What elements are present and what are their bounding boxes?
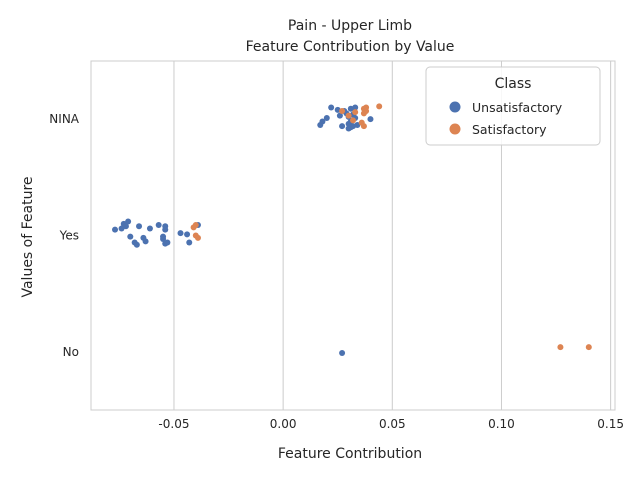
data-point-unsatisfactory bbox=[112, 226, 119, 233]
data-point-unsatisfactory bbox=[339, 123, 346, 130]
x-tick-label: 0.00 bbox=[270, 417, 297, 431]
scatter-points bbox=[112, 103, 592, 356]
data-point-unsatisfactory bbox=[127, 233, 134, 240]
data-point-unsatisfactory bbox=[323, 115, 330, 122]
y-tick-label: No bbox=[63, 345, 79, 359]
data-point-satisfactory bbox=[339, 108, 346, 115]
data-point-unsatisfactory bbox=[345, 125, 352, 132]
data-point-satisfactory bbox=[350, 117, 356, 124]
legend-marker bbox=[449, 101, 461, 113]
data-point-unsatisfactory bbox=[133, 241, 140, 248]
y-tick-label: Yes bbox=[59, 229, 79, 243]
data-point-unsatisfactory bbox=[122, 223, 129, 230]
legend-items: Unsatisfactory Satisfactory bbox=[449, 100, 563, 137]
data-point-satisfactory bbox=[352, 109, 359, 116]
chart-subtitle: Feature Contribution by Value bbox=[246, 39, 455, 55]
data-point-satisfactory bbox=[376, 103, 383, 110]
x-tick-label: -0.05 bbox=[158, 417, 189, 431]
data-point-unsatisfactory bbox=[367, 116, 374, 123]
x-axis-ticks: -0.05 0.00 0.05 0.10 0.15 bbox=[158, 417, 624, 431]
data-point-unsatisfactory bbox=[184, 231, 191, 238]
legend-box bbox=[425, 66, 601, 146]
data-point-satisfactory bbox=[194, 234, 201, 241]
y-axis-ticks: NINA Yes No bbox=[49, 112, 79, 359]
data-point-unsatisfactory bbox=[160, 235, 167, 242]
data-point-unsatisfactory bbox=[177, 230, 184, 237]
data-point-unsatisfactory bbox=[136, 223, 143, 230]
x-axis-label: Feature Contribution bbox=[278, 446, 422, 462]
data-point-unsatisfactory bbox=[339, 349, 346, 356]
legend: Class Unsatisfactory Satisfactory bbox=[425, 66, 601, 146]
data-point-unsatisfactory bbox=[142, 238, 149, 245]
data-point-unsatisfactory bbox=[125, 218, 132, 225]
legend-label: Satisfactory bbox=[472, 122, 547, 137]
x-tick-label: 0.05 bbox=[379, 417, 406, 431]
y-tick-label: NINA bbox=[49, 112, 79, 126]
data-point-satisfactory bbox=[363, 108, 370, 115]
data-point-satisfactory bbox=[345, 112, 352, 119]
data-point-unsatisfactory bbox=[146, 225, 153, 232]
legend-label: Unsatisfactory bbox=[472, 100, 563, 115]
data-point-satisfactory bbox=[557, 344, 564, 351]
data-point-unsatisfactory bbox=[328, 104, 335, 111]
data-point-unsatisfactory bbox=[155, 222, 162, 229]
legend-title: Class bbox=[495, 76, 532, 92]
data-point-unsatisfactory bbox=[352, 104, 359, 111]
plot-area-frame bbox=[90, 60, 616, 411]
x-tick-label: 0.10 bbox=[488, 417, 515, 431]
chart-title: Pain - Upper Limb bbox=[288, 18, 412, 34]
data-point-unsatisfactory bbox=[336, 112, 343, 119]
x-tick-label: 0.15 bbox=[597, 417, 624, 431]
data-point-unsatisfactory bbox=[164, 239, 171, 246]
data-point-unsatisfactory bbox=[317, 121, 324, 128]
data-point-unsatisfactory bbox=[162, 226, 169, 233]
data-point-satisfactory bbox=[192, 222, 199, 229]
data-point-satisfactory bbox=[360, 123, 367, 130]
data-point-satisfactory bbox=[585, 344, 592, 351]
y-axis-label: Values of Feature bbox=[20, 176, 36, 297]
data-point-unsatisfactory bbox=[186, 239, 193, 246]
legend-marker bbox=[449, 123, 461, 135]
